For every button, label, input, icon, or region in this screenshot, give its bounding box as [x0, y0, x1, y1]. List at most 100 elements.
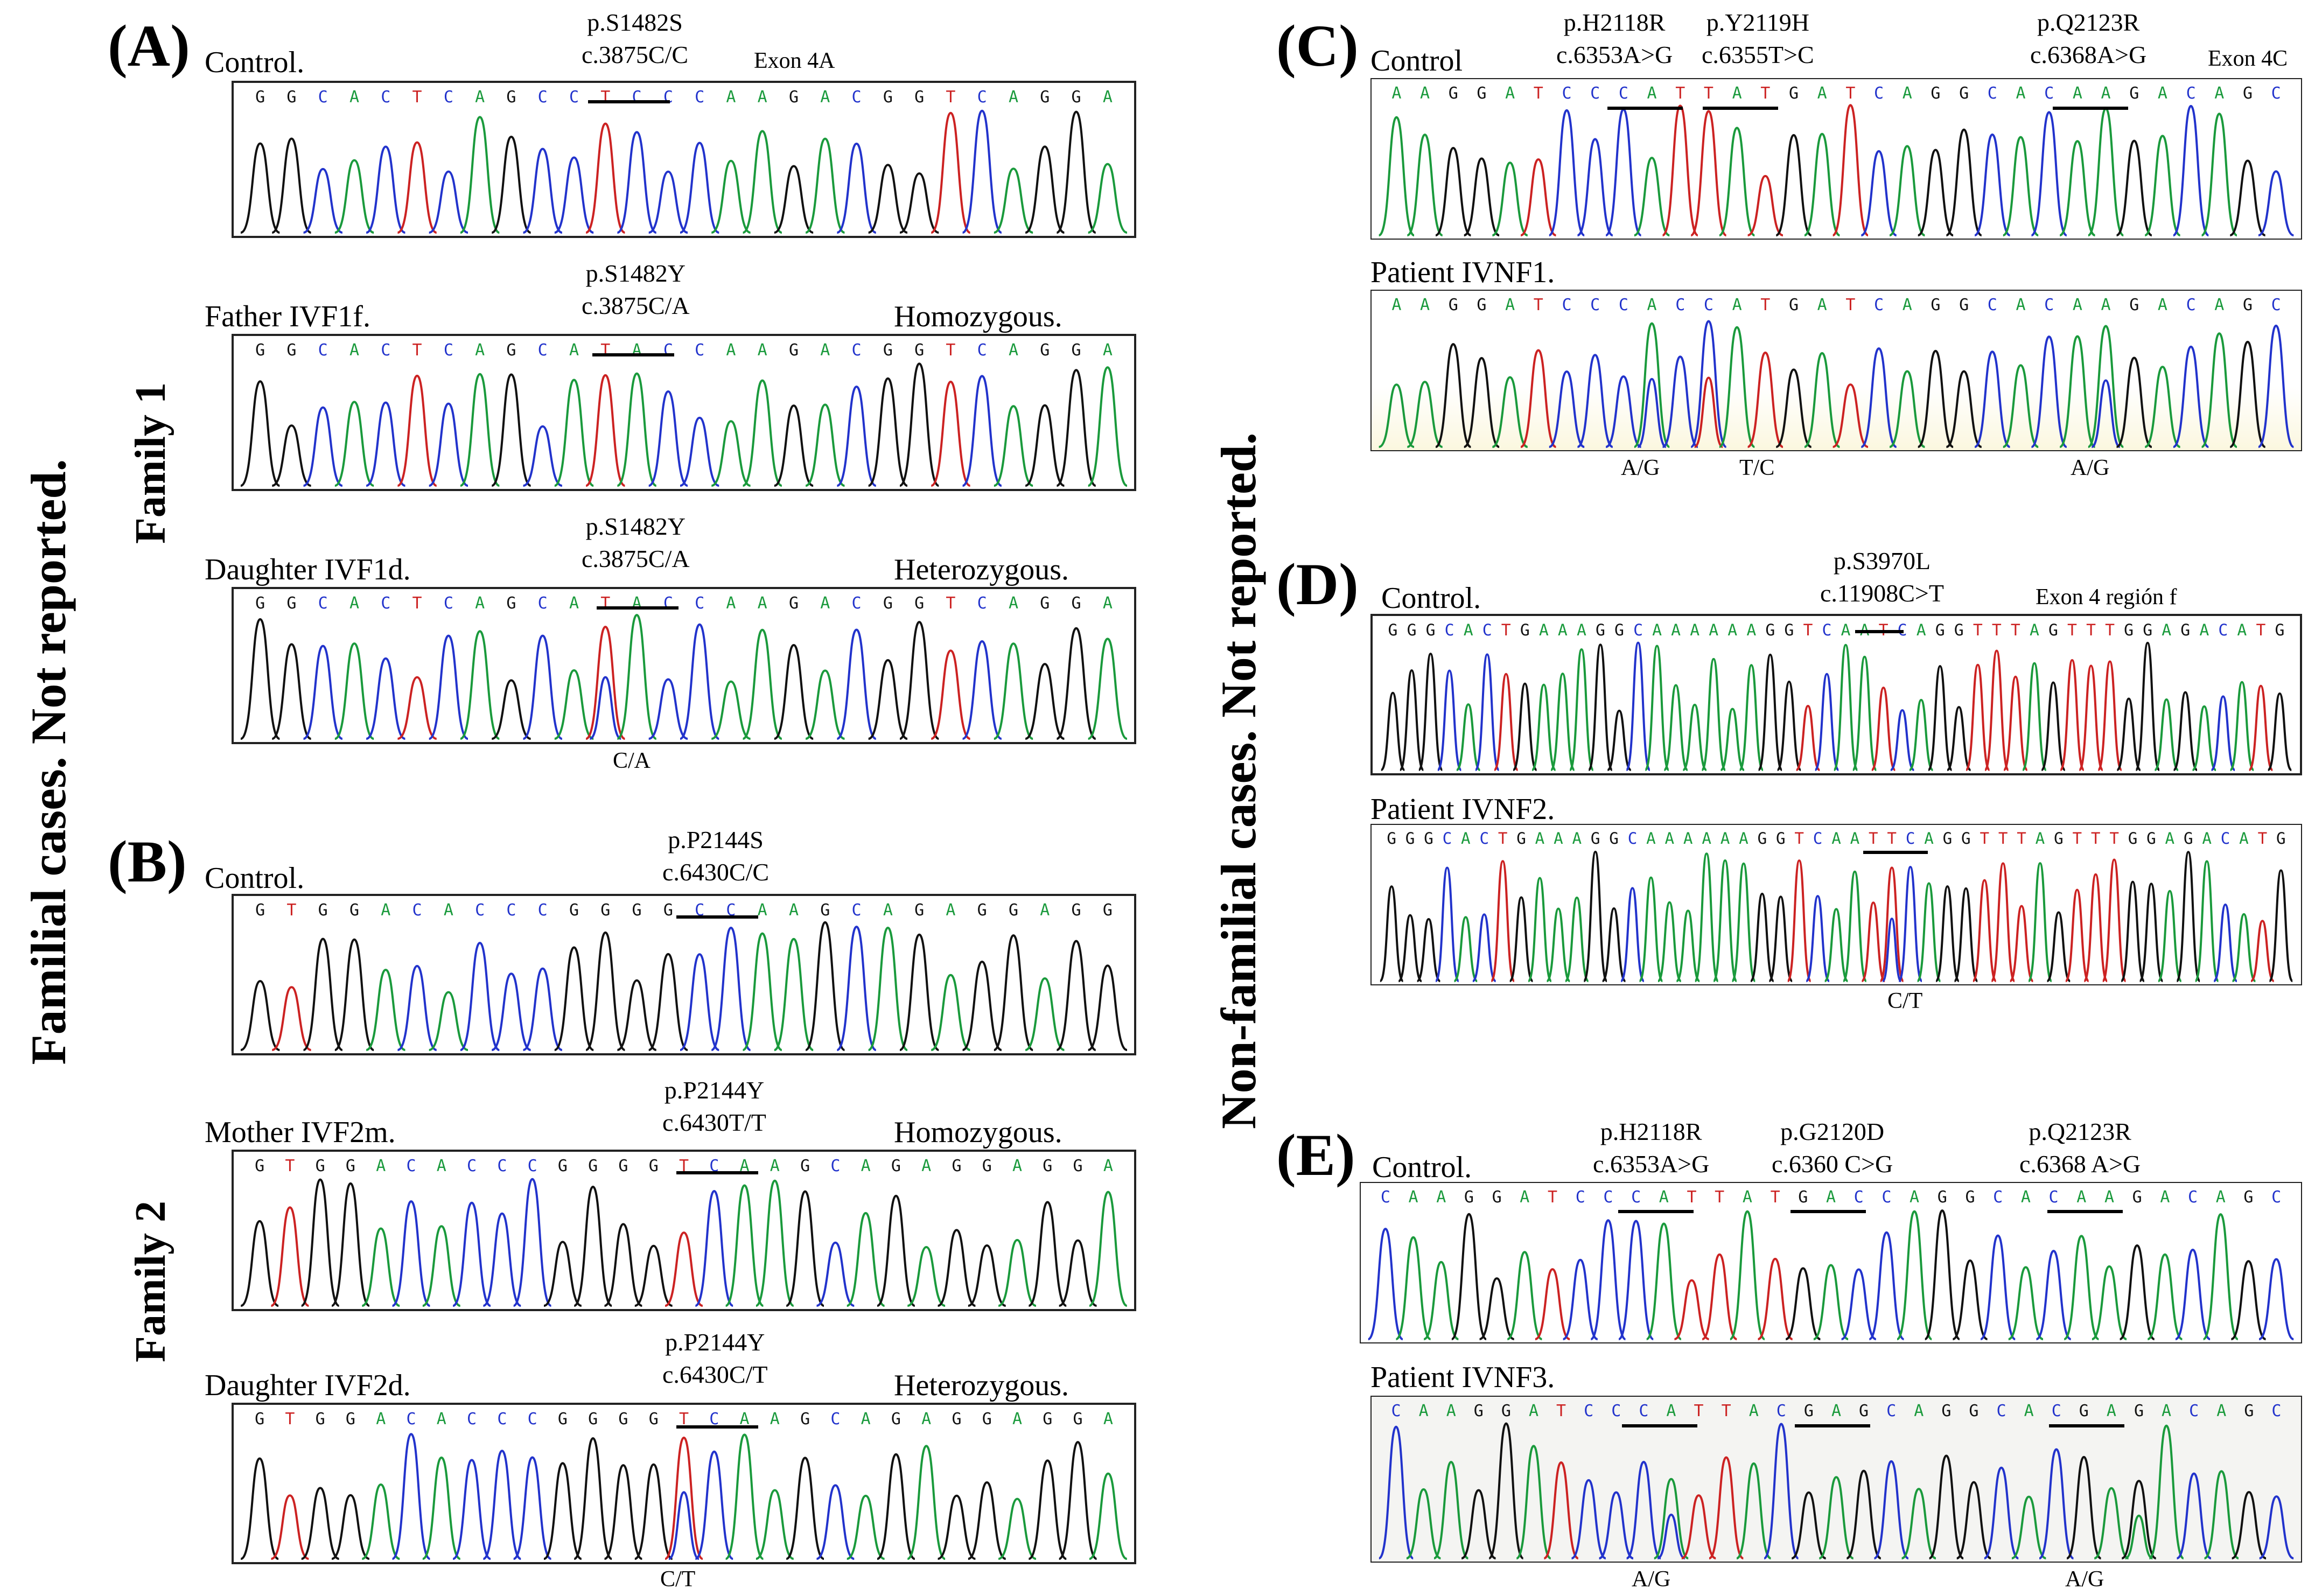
base-call-letter: A: [1409, 1188, 1418, 1207]
base-call-letter: G: [506, 88, 516, 107]
trace-peak: [2022, 662, 2047, 771]
trace-peak: [962, 375, 1002, 487]
trace-peak: [998, 1497, 1037, 1560]
base-call-letter: A: [1647, 84, 1657, 103]
panel-b-mother-label: Mother IVF2m.: [205, 1116, 396, 1149]
base-call-letter: C: [2189, 1402, 2199, 1420]
trace-peak: [648, 678, 688, 740]
base-call-letter: T: [946, 341, 955, 360]
trace-peak: [634, 1244, 673, 1307]
base-call-letter: G: [1804, 1402, 1814, 1420]
base-call-letter: T: [1992, 621, 2002, 640]
base-call-letter: G: [800, 1157, 810, 1175]
trace-peak: [1492, 162, 1528, 236]
panel-c-m2-protein: p.Y2119H: [1706, 9, 1809, 36]
base-call-letter: G: [1407, 621, 1417, 640]
trace-peak: [366, 969, 406, 1051]
trace-peak: [711, 927, 751, 1051]
trace-peak: [2009, 905, 2034, 982]
trace-peak: [2066, 1455, 2102, 1559]
trace-peak: [1971, 879, 1997, 982]
trace-peak: [1908, 698, 1934, 771]
trace-secondary-peak: [668, 1491, 700, 1560]
base-call-letter: A: [1103, 1157, 1113, 1175]
trace-peak: [1417, 653, 1444, 771]
base-call-letter: A: [861, 1157, 871, 1175]
base-call-letter: C: [318, 341, 328, 360]
base-call-letter: T: [1760, 296, 1770, 314]
base-call-letter: G: [1943, 829, 1953, 848]
base-call-letter: T: [1694, 1402, 1704, 1420]
base-call-letter: A: [2104, 1188, 2114, 1207]
base-call-letter: C: [475, 901, 485, 920]
trace-peak: [2201, 113, 2237, 236]
trace-peak: [711, 159, 751, 234]
trace-peak: [271, 986, 312, 1051]
base-call-letter: G: [820, 901, 830, 920]
base-call-letter: G: [2180, 621, 2190, 640]
trace-peak: [1832, 383, 1869, 448]
base-call-letter: A: [758, 88, 767, 107]
trace-secondary-peak: [1694, 376, 1724, 448]
trace-peak: [391, 1433, 431, 1560]
base-call-letter: A: [1817, 84, 1827, 103]
trace-peak: [2144, 135, 2181, 236]
trace-peak: [1935, 885, 1960, 982]
trace-peak: [1456, 703, 1481, 771]
trace-peak: [2059, 335, 2096, 448]
panel-c-call-3: A/G: [2071, 456, 2110, 480]
base-call-letter: G: [952, 1157, 961, 1175]
base-call-letter: A: [820, 341, 830, 360]
base-call-letter: G: [1765, 621, 1775, 640]
trace-peak: [2116, 356, 2152, 448]
base-call-letter: C: [2221, 829, 2230, 848]
base-call-letter: C: [977, 341, 987, 360]
trace-peak: [397, 964, 437, 1051]
mutation-underline: [1791, 1210, 1866, 1213]
base-call-letter: G: [1464, 1188, 1474, 1207]
base-call-letter: C: [538, 901, 548, 920]
base-call-letter: G: [1961, 829, 1971, 848]
base-call-letter: A: [1436, 1188, 1446, 1207]
base-call-letter: C: [1997, 1402, 2006, 1420]
base-call-letter: G: [891, 1157, 901, 1175]
base-call-letter: T: [600, 341, 610, 360]
trace-peak: [1548, 370, 1585, 448]
trace-peak: [1785, 1267, 1821, 1340]
base-call-letter: G: [1072, 341, 1081, 360]
base-call-letter: G: [1789, 84, 1799, 103]
trace-peak: [2257, 324, 2295, 448]
base-call-letter: C: [1886, 1402, 1896, 1420]
base-call-letter: G: [2129, 84, 2139, 103]
base-call-letter: G: [2243, 1188, 2253, 1207]
base-call-letter: G: [1449, 84, 1458, 103]
base-call-letter: G: [1784, 621, 1794, 640]
trace-peak: [2172, 104, 2209, 236]
panel-c-mutation2: p.Y2119H c.6355T>C: [1702, 6, 1814, 71]
base-call-letter: T: [1845, 84, 1855, 103]
base-call-letter: A: [1040, 901, 1050, 920]
mutation-underline: [1618, 1210, 1694, 1213]
base-call-letter: A: [1577, 621, 1586, 640]
mutation-underline: [1622, 1424, 1697, 1427]
trace-peak: [2092, 1265, 2127, 1340]
base-call-letter: G: [286, 341, 296, 360]
base-call-letter: T: [2109, 829, 2119, 848]
trace-peak: [962, 961, 1002, 1051]
base-call-letter: C: [497, 1410, 507, 1429]
panel-a-daughter-annotation: p.S1482Y c.3875C/A: [582, 510, 690, 575]
panel-a-father-label: Father IVF1f.: [205, 300, 370, 333]
base-call-letter: A: [2202, 829, 2212, 848]
trace-peak: [240, 1457, 279, 1560]
base-call-letter: C: [444, 594, 453, 613]
mutation-underline: [2049, 1424, 2124, 1427]
base-call-letter: G: [600, 901, 610, 920]
trace-peak: [422, 1225, 461, 1307]
panel-a-father-cdna: c.3875C/A: [582, 291, 690, 319]
trace-peak: [1479, 1277, 1515, 1340]
trace-peak: [2059, 140, 2096, 236]
trace-peak: [836, 386, 877, 487]
